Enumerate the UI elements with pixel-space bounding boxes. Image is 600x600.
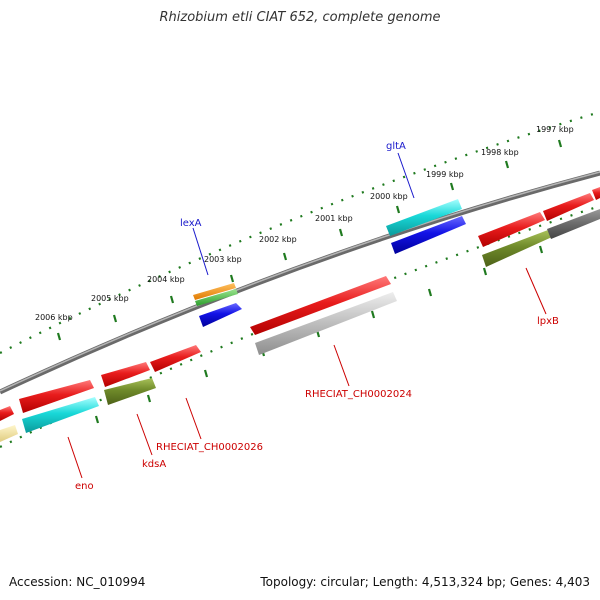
genome-backbone	[0, 170, 600, 395]
label-lexA: lexA	[180, 218, 202, 229]
scale-labels: 1997 kbp 1998 kbp 1999 kbp 2000 kbp 2001…	[35, 125, 574, 322]
gene-red-edge	[592, 187, 600, 200]
gene-red-far-left	[0, 406, 14, 421]
gene-yellow	[0, 425, 18, 442]
scale-label-1997: 1997 kbp	[536, 125, 574, 134]
gene-red-mid	[101, 362, 150, 387]
scale-label-1998: 1998 kbp	[481, 148, 519, 157]
gene-orange	[193, 283, 236, 300]
label-leaders	[67, 152, 547, 479]
gene-gray-long	[255, 292, 397, 355]
scale-label-2000: 2000 kbp	[370, 192, 408, 201]
scale-label-2003: 2003 kbp	[204, 255, 242, 264]
outer-major-ticks	[56, 139, 563, 341]
label-RHECIAT_CH0002024: RHECIAT_CH0002024	[305, 389, 412, 400]
accession-text: Accession: NC_010994	[9, 575, 146, 589]
inner-major-ticks	[94, 245, 544, 424]
label-eno: eno	[75, 481, 94, 492]
gene-gltA-upper	[386, 199, 462, 236]
gene-lpxB	[482, 230, 552, 267]
gene-labels: gltA lexA lpxB RHECIAT_CH0002024 RHECIAT…	[75, 141, 559, 492]
gene-green	[195, 289, 238, 306]
scale-label-2001: 2001 kbp	[315, 214, 353, 223]
genome-summary-text: Topology: circular; Length: 4,513,324 bp…	[260, 575, 590, 589]
scale-label-2006: 2006 kbp	[35, 313, 73, 322]
gene-kdsA	[104, 378, 156, 405]
gene-red-left	[19, 380, 94, 413]
label-gltA: gltA	[386, 141, 406, 152]
gene-red-2026	[150, 345, 201, 372]
gene-red-right	[543, 193, 594, 221]
scale-label-2004: 2004 kbp	[147, 275, 185, 284]
gene-RHECIAT_CH0002024	[250, 276, 391, 335]
label-lpxB: lpxB	[537, 316, 559, 327]
scale-label-2002: 2002 kbp	[259, 235, 297, 244]
gene-blue-2	[391, 216, 466, 254]
strand-features	[0, 187, 600, 442]
gene-eno	[22, 397, 99, 433]
gene-lpxB-red	[478, 212, 545, 247]
scale-label-2005: 2005 kbp	[91, 294, 129, 303]
label-kdsA: kdsA	[142, 459, 166, 470]
scale-label-1999: 1999 kbp	[426, 170, 464, 179]
map-title: Rhizobium etli CIAT 652, complete genome	[159, 10, 441, 25]
gene-lexA	[199, 303, 242, 327]
upper-features	[193, 199, 462, 306]
label-RHECIAT_CH0002026: RHECIAT_CH0002026	[156, 442, 263, 453]
gene-dark-right	[547, 209, 600, 239]
